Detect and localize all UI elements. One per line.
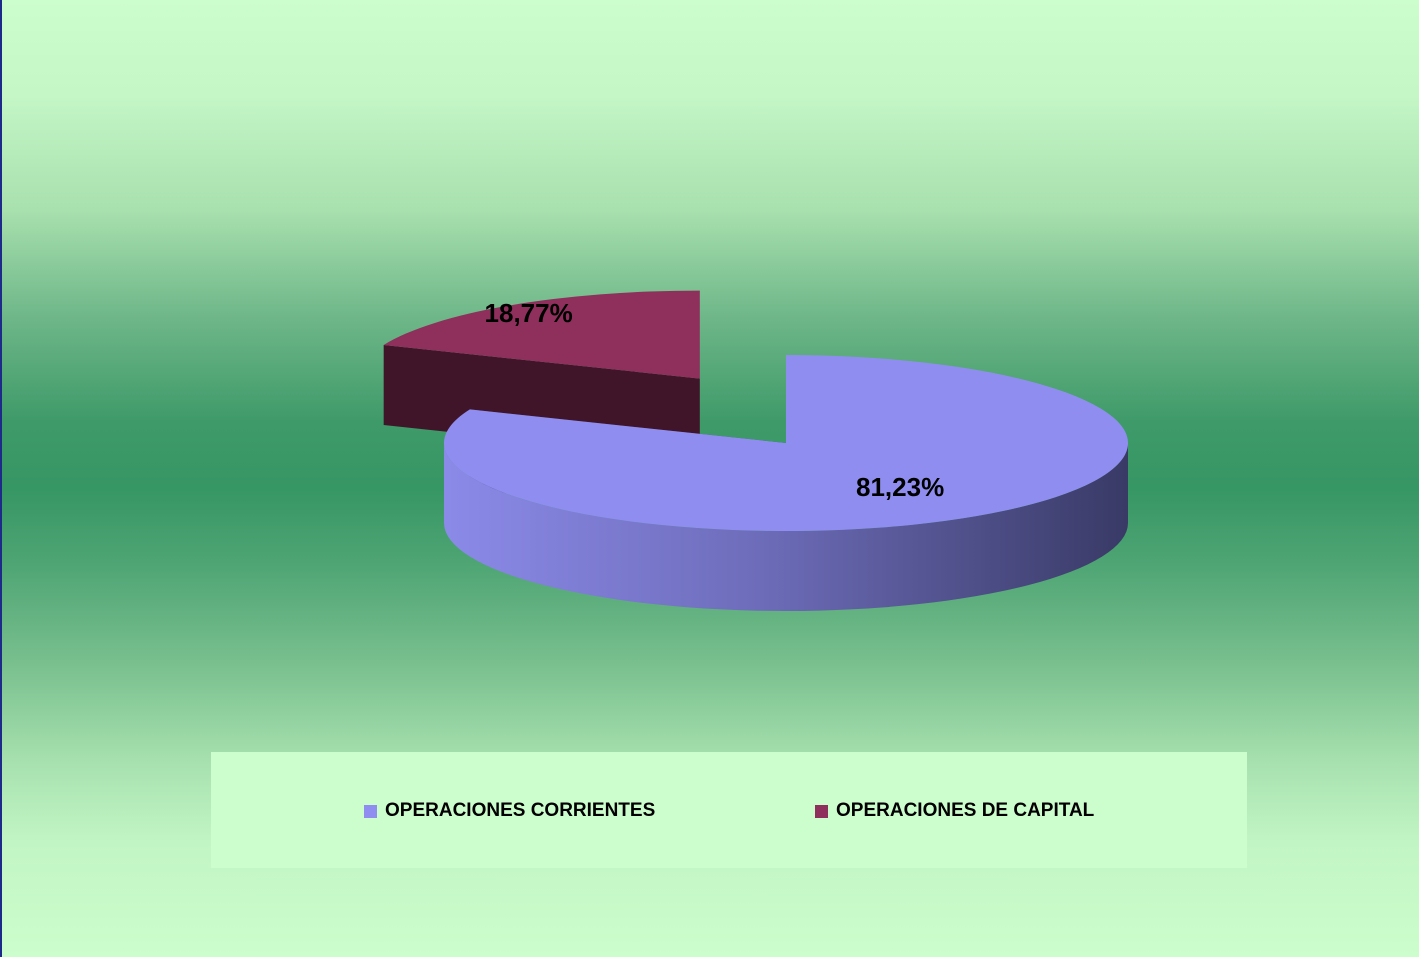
slice-top (443, 355, 1128, 531)
data-label-operaciones-de-capital: 18,77% (485, 298, 573, 328)
chart-legend: OPERACIONES CORRIENTES OPERACIONES DE CA… (211, 752, 1247, 868)
slice-outer-wall (444, 443, 1128, 611)
legend-swatch-operaciones-de-capital (815, 804, 828, 818)
legend-item-operaciones-corrientes: OPERACIONES CORRIENTES (364, 800, 655, 822)
data-label-operaciones-corrientes: 81,23% (856, 472, 944, 502)
legend-label: OPERACIONES CORRIENTES (385, 800, 656, 821)
legend-swatch-operaciones-corrientes (364, 804, 377, 818)
legend-label: OPERACIONES DE CAPITAL (836, 800, 1095, 821)
legend-item-operaciones-de-capital: OPERACIONES DE CAPITAL (815, 800, 1094, 822)
pie-slice-operaciones-corrientes (443, 355, 1128, 611)
slice-top (383, 290, 700, 379)
